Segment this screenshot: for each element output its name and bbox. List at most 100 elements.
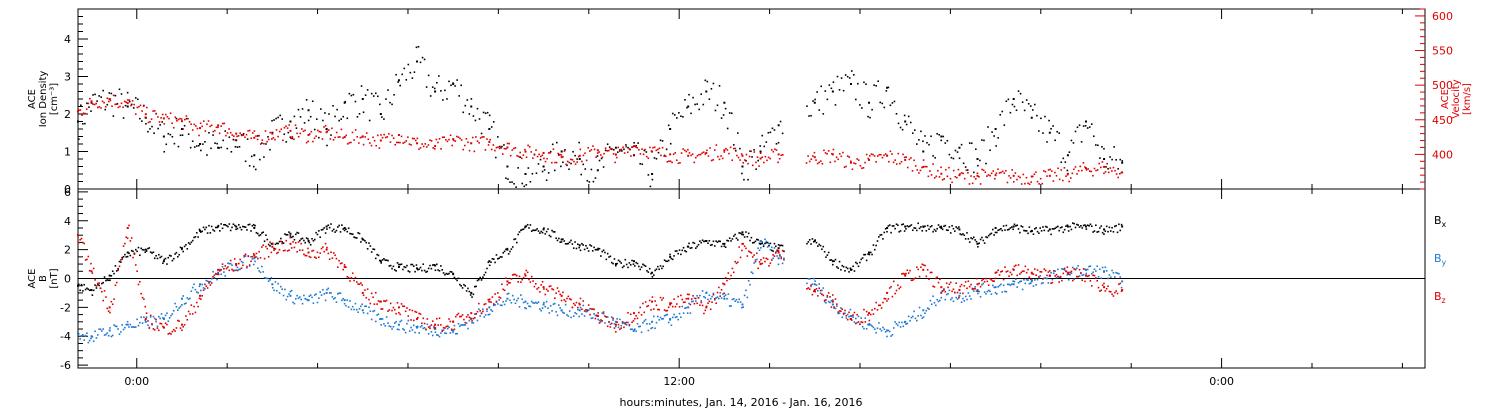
density-sample bbox=[942, 135, 945, 138]
velocity-sample bbox=[759, 152, 762, 155]
bx-sample bbox=[1097, 230, 1100, 233]
bx-sample bbox=[266, 238, 269, 241]
bz-sample bbox=[271, 243, 274, 245]
by-sample bbox=[297, 297, 300, 300]
velocity-sample bbox=[187, 117, 189, 120]
bz-sample bbox=[349, 280, 351, 282]
density-sample bbox=[826, 98, 829, 101]
bz-sample bbox=[722, 282, 724, 285]
bz-sample bbox=[478, 302, 480, 305]
velocity-sample bbox=[339, 136, 341, 138]
bz-sample bbox=[187, 310, 190, 313]
velocity-sample bbox=[291, 135, 294, 138]
by-sample bbox=[711, 295, 713, 298]
velocity-sample bbox=[986, 175, 988, 177]
by-sample bbox=[982, 282, 985, 285]
bz-sample bbox=[773, 255, 776, 258]
by-sample bbox=[575, 312, 578, 315]
bz-sample bbox=[216, 273, 218, 276]
bz-sample bbox=[536, 288, 538, 290]
velocity-sample bbox=[183, 118, 186, 121]
velocity-sample bbox=[433, 148, 436, 150]
by-sample bbox=[1070, 272, 1073, 274]
density-sample bbox=[368, 119, 371, 122]
bx-sample bbox=[723, 245, 726, 247]
bz-sample bbox=[772, 254, 774, 256]
velocity-sample bbox=[875, 161, 877, 163]
bz-sample bbox=[369, 302, 372, 305]
velocity-sample bbox=[677, 162, 680, 165]
bx-sample bbox=[540, 230, 543, 233]
by-sample bbox=[753, 262, 755, 264]
by-sample bbox=[229, 262, 232, 265]
bz-point bbox=[614, 323, 617, 326]
velocity-sample bbox=[263, 142, 265, 145]
density-sample bbox=[680, 115, 682, 118]
velocity-sample bbox=[297, 135, 300, 138]
velocity-sample bbox=[1118, 172, 1121, 175]
density-sample bbox=[112, 115, 115, 117]
bz-sample bbox=[399, 313, 401, 316]
bz-sample bbox=[136, 270, 138, 273]
bz-sample bbox=[1019, 273, 1021, 275]
bz-sample bbox=[746, 255, 749, 257]
bz-sample bbox=[918, 275, 921, 278]
velocity-sample bbox=[661, 146, 664, 149]
by-sample bbox=[765, 240, 768, 243]
bx-sample bbox=[160, 255, 163, 258]
density-sample bbox=[1090, 123, 1093, 125]
bz-sample bbox=[1103, 282, 1105, 285]
density-sample bbox=[869, 116, 871, 119]
velocity-sample bbox=[1060, 169, 1063, 171]
bx-sample bbox=[928, 228, 930, 231]
bx-sample bbox=[335, 229, 338, 232]
velocity-sample bbox=[354, 129, 357, 131]
bz-sample bbox=[265, 245, 267, 248]
by-sample bbox=[387, 322, 389, 324]
density-sample bbox=[277, 116, 279, 119]
by-sample bbox=[133, 326, 136, 329]
bz-sample bbox=[716, 291, 719, 294]
density-sample bbox=[271, 119, 273, 122]
by-sample bbox=[486, 310, 488, 313]
by-point bbox=[379, 317, 382, 320]
bx-sample bbox=[823, 250, 826, 253]
bz-sample bbox=[233, 258, 236, 260]
bz-sample bbox=[266, 247, 269, 250]
bz-sample bbox=[532, 280, 534, 282]
velocity-sample bbox=[470, 142, 472, 144]
bx-sample bbox=[345, 228, 347, 231]
by-sample bbox=[464, 324, 467, 326]
bz-sample bbox=[404, 310, 407, 313]
bz-sample bbox=[541, 280, 544, 283]
by-sample bbox=[1103, 271, 1105, 273]
by-sample bbox=[688, 302, 690, 305]
by-sample bbox=[1047, 282, 1050, 284]
velocity-sample bbox=[152, 110, 154, 112]
velocity-sample bbox=[968, 183, 971, 185]
by-sample bbox=[343, 302, 346, 305]
density-sample bbox=[975, 148, 977, 151]
velocity-point bbox=[235, 132, 238, 135]
bz-sample bbox=[221, 263, 224, 265]
density-sample bbox=[313, 128, 316, 131]
density-sample bbox=[527, 167, 530, 169]
bz-sample bbox=[983, 280, 986, 283]
bz-sample bbox=[552, 288, 555, 291]
density-sample bbox=[503, 144, 505, 146]
velocity-sample bbox=[1027, 182, 1029, 185]
bz-sample bbox=[262, 244, 265, 247]
bz-sample bbox=[456, 313, 458, 316]
density-point bbox=[1103, 158, 1106, 160]
bx-sample bbox=[289, 235, 292, 237]
bz-sample bbox=[273, 249, 275, 252]
by-sample bbox=[1005, 290, 1008, 293]
bx-sample bbox=[663, 259, 666, 262]
velocity-sample bbox=[891, 153, 893, 155]
density-sample bbox=[126, 91, 129, 94]
bz-point bbox=[669, 303, 672, 306]
density-sample bbox=[399, 84, 401, 87]
velocity-sample bbox=[704, 153, 707, 155]
velocity-sample bbox=[384, 136, 387, 139]
by-sample bbox=[406, 322, 408, 325]
